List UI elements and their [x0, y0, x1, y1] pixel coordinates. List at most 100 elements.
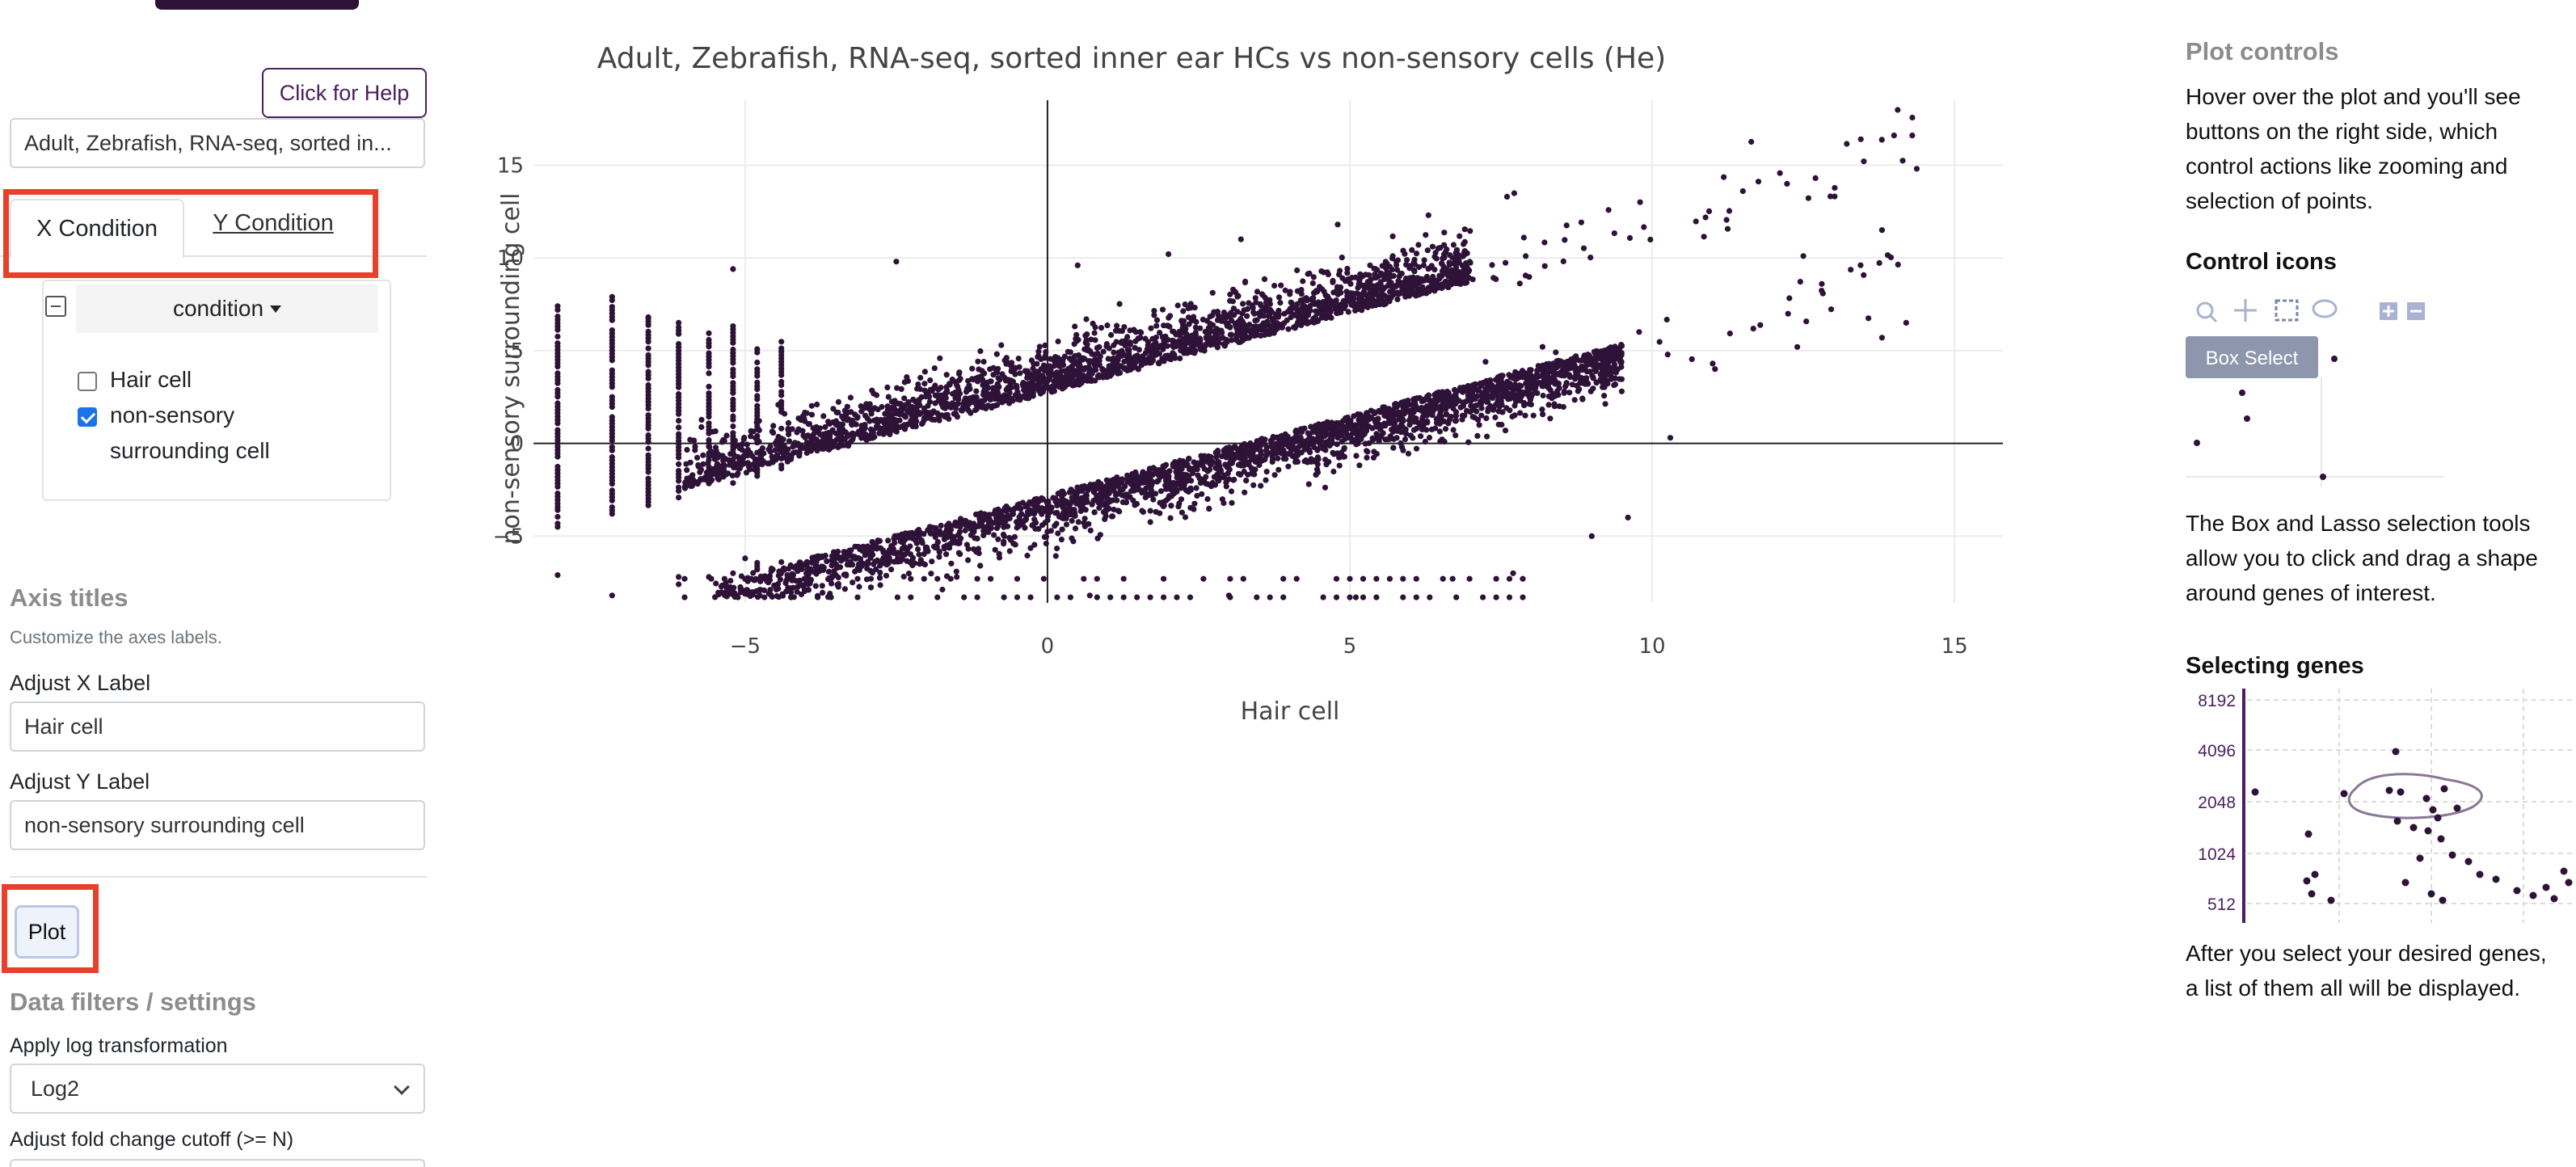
axis-titles-heading: Axis titles — [10, 584, 129, 612]
data-point — [1413, 282, 1419, 289]
data-point — [686, 479, 693, 487]
x-label-input[interactable]: Hair cell — [10, 701, 425, 752]
data-point — [1310, 274, 1317, 280]
data-point — [1484, 433, 1490, 440]
data-point — [1355, 303, 1361, 310]
data-point — [1372, 272, 1378, 278]
data-point — [1075, 495, 1081, 502]
data-point — [996, 550, 1002, 558]
log-transform-select[interactable]: Log2 — [10, 1064, 425, 1114]
data-point — [1038, 356, 1044, 362]
scatter-svg[interactable]: Adult, Zebrafish, RNA-seq, sorted inner … — [485, 0, 2102, 760]
data-point — [1108, 331, 1115, 339]
data-point — [835, 584, 841, 590]
data-point — [898, 385, 904, 392]
plot-button[interactable]: Plot — [15, 905, 79, 958]
data-point — [955, 386, 962, 394]
data-point — [1505, 396, 1511, 402]
data-point — [769, 567, 776, 573]
data-point — [934, 528, 941, 535]
data-point — [1348, 301, 1355, 308]
fold-change-input[interactable] — [10, 1159, 425, 1167]
data-point — [1338, 289, 1344, 296]
data-point — [1270, 457, 1276, 463]
data-point — [1227, 324, 1233, 331]
data-point — [1400, 247, 1406, 254]
data-point — [1040, 378, 1047, 385]
data-point — [795, 584, 801, 590]
data-point — [1190, 470, 1196, 477]
data-point — [1219, 496, 1225, 503]
data-point — [921, 381, 928, 387]
data-point — [1552, 372, 1558, 378]
data-point — [1108, 478, 1115, 484]
data-point — [1181, 474, 1187, 482]
y-label-input[interactable]: non-sensory surrounding cell — [10, 800, 425, 850]
data-point — [1134, 353, 1140, 360]
data-point — [956, 537, 963, 544]
data-point — [1127, 478, 1133, 485]
data-point — [1332, 428, 1339, 435]
data-point — [1422, 438, 1428, 445]
data-point — [1197, 476, 1204, 482]
data-point — [941, 546, 948, 552]
collapse-icon[interactable] — [45, 296, 66, 317]
data-point — [1157, 330, 1163, 336]
data-point — [1475, 416, 1482, 423]
data-point — [1008, 385, 1014, 391]
data-point — [872, 558, 879, 565]
data-point — [1359, 415, 1365, 421]
data-point — [1488, 385, 1495, 392]
data-point — [1089, 367, 1095, 373]
x-label-caption: Adjust X Label — [10, 671, 151, 695]
data-point — [1418, 433, 1424, 440]
data-point — [1204, 495, 1211, 503]
tab-y-condition[interactable]: Y Condition — [213, 209, 334, 236]
grid — [533, 100, 2003, 603]
data-point — [1191, 350, 1198, 356]
data-point — [698, 423, 705, 431]
data-point — [1248, 445, 1255, 452]
dataset-select[interactable]: Adult, Zebrafish, RNA-seq, sorted in... — [10, 118, 425, 168]
data-point — [1445, 420, 1452, 427]
data-point — [1182, 514, 1189, 520]
data-point — [715, 589, 722, 596]
data-point — [1188, 318, 1195, 324]
data-point — [1250, 309, 1257, 316]
data-point — [1242, 279, 1249, 286]
data-point — [1322, 447, 1329, 453]
data-point — [1244, 305, 1250, 312]
data-point — [1192, 324, 1199, 331]
data-point — [1388, 280, 1394, 286]
data-point — [1193, 485, 1199, 491]
data-point — [848, 547, 854, 554]
data-point — [867, 548, 874, 554]
data-point — [1111, 349, 1117, 356]
data-point — [1444, 246, 1450, 253]
data-point — [744, 587, 750, 593]
scatter-plot[interactable]: Adult, Zebrafish, RNA-seq, sorted inner … — [485, 0, 2102, 760]
data-point — [1356, 462, 1363, 469]
data-point — [896, 411, 903, 418]
data-point — [847, 394, 854, 401]
data-point — [951, 537, 957, 544]
tab-x-condition[interactable]: X Condition — [10, 199, 184, 259]
condition-dropdown[interactable]: condition — [76, 284, 378, 333]
data-point — [1575, 369, 1581, 376]
top-button[interactable] — [155, 0, 359, 10]
data-point — [812, 559, 818, 566]
data-point — [1120, 340, 1127, 347]
data-point — [1456, 256, 1462, 263]
data-point — [928, 525, 935, 531]
checkbox-non-sensory[interactable] — [78, 407, 97, 427]
help-button[interactable]: Click for Help — [262, 68, 427, 118]
data-point — [1461, 226, 1468, 233]
data-points[interactable] — [554, 107, 1920, 600]
data-point — [858, 430, 865, 436]
data-point — [645, 445, 651, 452]
data-point — [1314, 466, 1321, 473]
data-point — [609, 487, 615, 494]
data-point — [1019, 499, 1027, 506]
checkbox-hair-cell[interactable] — [78, 372, 97, 391]
data-point — [775, 581, 782, 588]
